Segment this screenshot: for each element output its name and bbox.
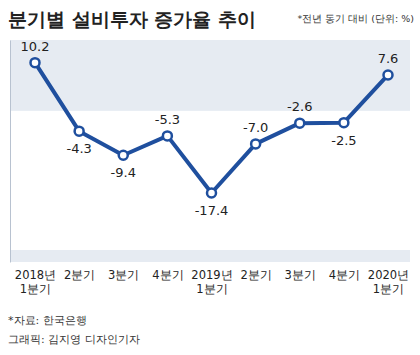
x-tick: 2018년1분기 (15, 266, 56, 296)
data-label: -7.0 (243, 120, 268, 135)
x-tick: 4분기 (152, 266, 183, 282)
x-tick: 3분기 (285, 266, 316, 282)
x-tick-label: 2018년1분기 (15, 268, 56, 296)
x-tick-label: 3분기 (285, 268, 316, 282)
x-tick-label-line: 3분기 (285, 268, 316, 282)
marks (31, 58, 393, 197)
x-tick-label-line: 1분기 (20, 282, 51, 296)
data-label: -2.6 (287, 99, 312, 114)
x-axis: 2018년1분기2분기3분기4분기2019년1분기2분기3분기4분기2020년1… (15, 266, 409, 296)
data-label: -5.3 (155, 112, 180, 127)
x-tick-label-line: 2018년 (15, 268, 56, 282)
x-tick: 2분기 (64, 266, 95, 282)
line (35, 63, 388, 193)
x-axis-line (36, 266, 389, 267)
chart: 분기별 설비투자 증가율 추이*전년 동기 대비 (단위: %)2018년1분기… (0, 0, 420, 355)
x-tick-label-line: 2019년 (191, 268, 232, 282)
source: *자료: 한국은행 (8, 314, 87, 327)
y-axis-line (10, 41, 11, 263)
x-tick-label-line: 1분기 (373, 282, 404, 296)
point (251, 139, 260, 148)
point (75, 127, 84, 136)
x-tick-label-line: 2분기 (240, 268, 271, 282)
data-labels: 10.2 -4.3 -9.4 -5.3 -17.4 -7.0 -2.6 -2.5 7.6 (21, 39, 399, 218)
x-tick-label: 2020년1분기 (368, 268, 409, 296)
x-tick-label-line: 2분기 (64, 268, 95, 282)
x-tick: 2분기 (240, 266, 271, 282)
x-tick-label: 4분기 (329, 268, 360, 282)
title: 분기별 설비투자 증가율 추이 (8, 8, 256, 30)
x-tick-label-line: 4분기 (152, 268, 183, 282)
plot-panel (10, 111, 410, 250)
x-tick: 4분기 (329, 266, 360, 282)
x-tick-label: 2분기 (64, 268, 95, 282)
point (119, 151, 128, 160)
point (31, 58, 40, 67)
x-tick-label: 4분기 (152, 268, 183, 282)
x-tick: 3분기 (108, 266, 139, 282)
x-tick-label-line: 4분기 (329, 268, 360, 282)
y-axis (10, 41, 11, 263)
x-tick: 2020년1분기 (368, 266, 409, 296)
point (163, 131, 172, 140)
x-tick-label-line: 2020년 (368, 268, 409, 282)
point (339, 118, 348, 127)
data-label: -17.4 (195, 203, 229, 218)
plot-background (10, 40, 410, 262)
point (384, 70, 393, 79)
x-tick-label: 2019년1분기 (191, 268, 232, 296)
point (295, 119, 304, 128)
x-tick-label-line: 3분기 (108, 268, 139, 282)
data-label: -9.4 (111, 165, 136, 180)
subtitle: *전년 동기 대비 (단위: %) (298, 13, 414, 24)
data-label: 7.6 (378, 51, 399, 66)
x-tick-label: 2분기 (240, 268, 271, 282)
data-label: -2.5 (331, 133, 356, 148)
data-label: -4.3 (66, 141, 91, 156)
point (207, 189, 216, 198)
x-tick-label: 3분기 (108, 268, 139, 282)
x-tick-label-line: 1분기 (196, 282, 227, 296)
data-label: 10.2 (21, 39, 50, 54)
x-tick: 2019년1분기 (191, 266, 232, 296)
credit: 그래픽: 김지영 디자인기자 (8, 333, 140, 346)
